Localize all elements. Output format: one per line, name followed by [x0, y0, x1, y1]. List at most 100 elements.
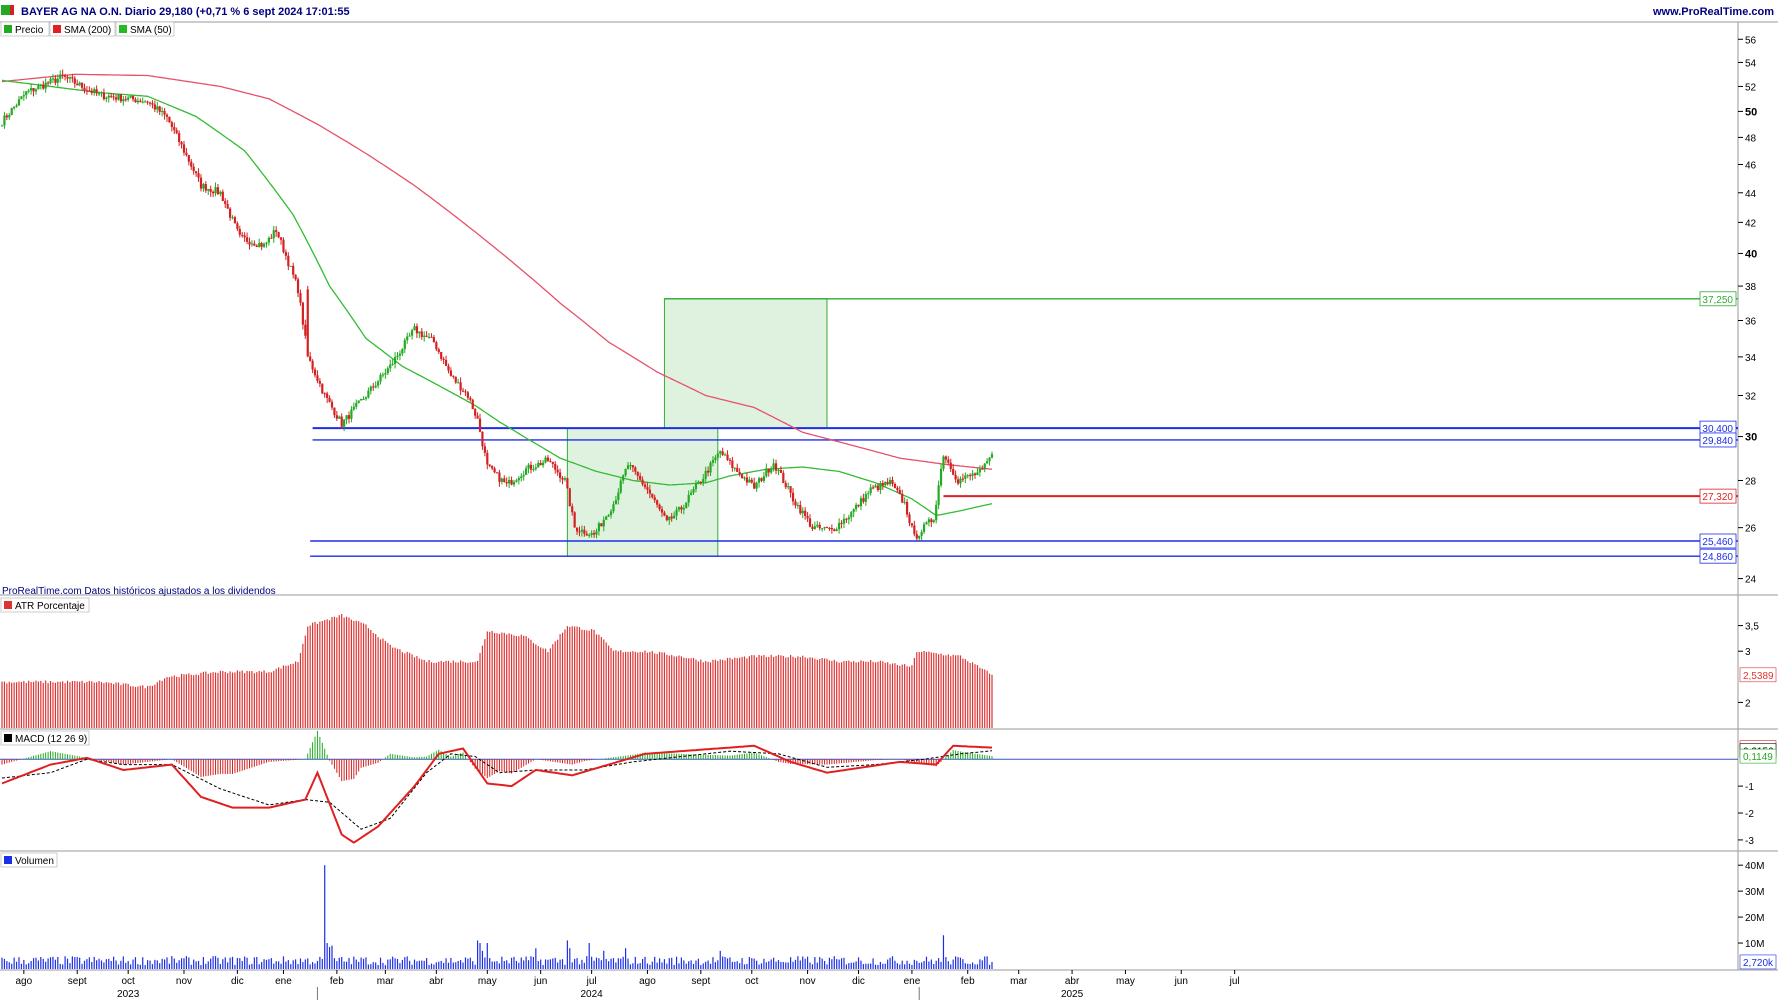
candle-body [228, 208, 232, 218]
candle-body [478, 418, 482, 432]
price-legend: Precio SMA (200) SMA (50) [0, 21, 175, 37]
candle-body [88, 90, 91, 92]
candle-body [714, 457, 717, 460]
candle-body [197, 173, 200, 178]
candle-body [27, 90, 30, 92]
candle-body [600, 523, 603, 527]
candle-body [609, 511, 613, 516]
candle-body [377, 381, 380, 386]
candle-body [34, 89, 38, 92]
candle-body [284, 252, 287, 256]
atr-legend: ATR Porcentaje [0, 597, 90, 613]
candle-body [253, 243, 256, 246]
candle-body [723, 454, 727, 456]
candle-body [573, 512, 576, 528]
candle-body [707, 470, 710, 473]
candle-body [585, 533, 588, 536]
month-label: may [1116, 976, 1135, 987]
candle-body [95, 89, 98, 94]
candle-body [971, 473, 974, 476]
candle-body [233, 217, 237, 224]
candle-body [869, 487, 872, 494]
candle-body [731, 460, 734, 468]
candle-body [537, 462, 540, 468]
volume-last-box [1739, 954, 1777, 970]
candle-body [330, 401, 334, 408]
level-label: 37,250 [1702, 295, 1733, 306]
candle-body [432, 337, 436, 343]
candle-body [347, 415, 351, 419]
candle-body [949, 462, 952, 470]
candle-body [558, 472, 562, 479]
candle-body [170, 122, 173, 128]
month-label: dic [852, 976, 865, 987]
candle-body [770, 468, 773, 473]
candle-body [825, 527, 829, 529]
legend-atr: ATR Porcentaje [15, 601, 85, 612]
candle-body [102, 92, 106, 100]
candle-body [124, 99, 127, 101]
candle-body [704, 470, 707, 479]
candle-body [532, 469, 535, 471]
candle-body [571, 506, 574, 513]
candle-body [634, 467, 637, 472]
candle-body [73, 78, 76, 84]
candle-body [656, 500, 659, 505]
candle-body [418, 331, 421, 334]
level-lines [310, 298, 1738, 557]
price-boxes [566, 298, 828, 557]
candle-body [362, 398, 365, 400]
candle-body [306, 289, 309, 357]
sma50-line [1, 79, 993, 517]
candle-body [990, 454, 994, 458]
candle-body [80, 82, 84, 88]
candle-body [398, 353, 402, 356]
candle-body [823, 527, 826, 529]
candle-body [901, 493, 904, 503]
candle-body [525, 468, 528, 475]
candle-body [449, 370, 452, 376]
site-link[interactable]: www.ProRealTime.com [1652, 6, 1774, 18]
candle-body [61, 74, 64, 76]
candle-body [459, 382, 462, 391]
candle-body [39, 84, 42, 86]
candle-body [748, 479, 751, 483]
candle-body [733, 467, 736, 469]
candle-body [925, 522, 928, 525]
macd-y-axis: -1-2-30,43050,31560,1149 [1738, 740, 1777, 847]
month-label: sept [68, 976, 87, 987]
candle-body [265, 242, 268, 244]
candle-body [226, 204, 229, 209]
candle-body [406, 336, 409, 341]
candle-body [161, 110, 164, 112]
candle-body [801, 510, 804, 514]
candle-body [947, 459, 950, 463]
candle-body [942, 456, 945, 469]
candle-body [345, 415, 348, 420]
candle-body [59, 74, 62, 79]
candle-body [241, 234, 244, 236]
candle-body [338, 416, 341, 419]
candle-body [568, 488, 571, 507]
candle-body [204, 184, 207, 191]
month-label: mar [377, 976, 395, 987]
candle-body [301, 302, 304, 325]
year-label: 2025 [1061, 989, 1084, 1000]
candle-body [864, 493, 867, 502]
candle-body [830, 528, 833, 530]
candle-body [187, 154, 190, 162]
candle-body [578, 531, 581, 533]
candle-body [692, 488, 695, 493]
candle-body [542, 462, 545, 466]
candle-body [25, 91, 28, 96]
candle-body [838, 522, 841, 530]
candle-body [896, 487, 899, 490]
candle-body [816, 524, 819, 527]
candle-body [260, 243, 263, 247]
atr-bars [1, 613, 993, 728]
month-label: feb [961, 976, 975, 987]
candle-body [602, 519, 605, 527]
candle-body [784, 482, 787, 488]
candle-body [908, 514, 911, 524]
